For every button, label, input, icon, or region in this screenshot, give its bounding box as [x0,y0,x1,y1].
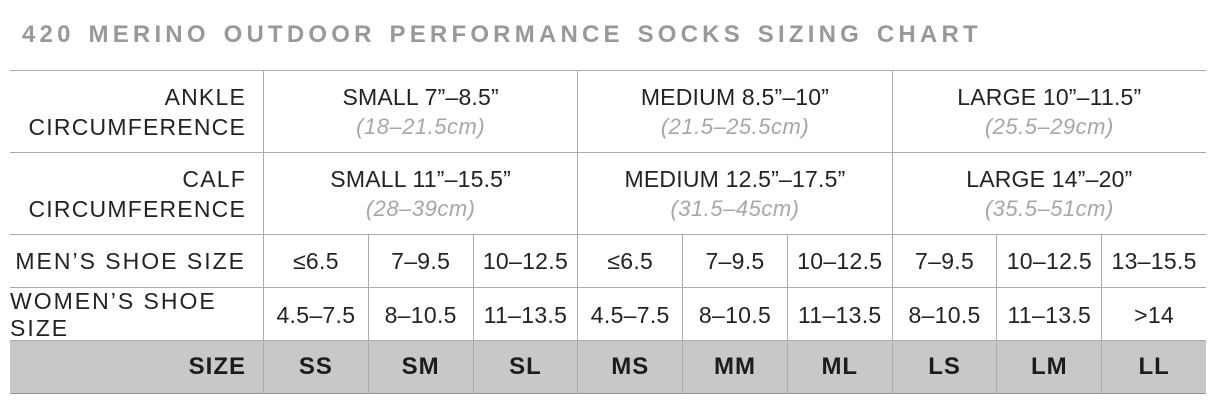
page-title: 420 MERINO OUTDOOR PERFORMANCE SOCKS SIZ… [22,21,982,48]
row-label-size: SIZE [10,341,263,393]
row-label-womens-shoe-size: WOMEN’S SHOE SIZE [10,288,263,342]
imperial-range-text: SMALL 7”–8.5” [342,83,499,110]
shoe-size-cell: 8–10.5 [682,288,787,342]
shoe-size-value: 11–13.5 [483,301,568,328]
row-label-text: ANKLE CIRCUMFERENCE [29,82,247,142]
size-code-cell: SL [472,341,578,393]
size-range-cell-small: SMALL 11”–15.5” (28–39cm) [263,153,577,234]
shoe-size-cell: 8–10.5 [367,288,473,342]
size-code-cell: SS [263,341,368,393]
shoe-size-cell: 4.5–7.5 [577,288,682,342]
imperial-range-text: LARGE 14”–20” [966,165,1133,192]
shoe-size-value: 10–12.5 [482,247,569,274]
shoe-size-value: 8–10.5 [384,301,457,328]
shoe-size-cell: 10–12.5 [786,235,892,287]
size-code-value: SL [509,353,542,380]
size-code-cell: LS [891,341,997,393]
shoe-size-cell: 8–10.5 [891,288,997,342]
row-label-line2: CIRCUMFERENCE [28,113,246,140]
metric-range-text: (21.5–25.5cm) [660,113,810,139]
shoe-size-cell: >14 [1101,288,1206,342]
row-label-calf-circumference: CALF CIRCUMFERENCE [10,153,263,234]
shoe-size-cell: ≤6.5 [263,235,368,287]
shoe-size-value: 13–15.5 [1111,247,1197,274]
table-row-size-codes: SIZE SS SM SL MS MM ML LS LM LL [10,340,1206,394]
table-row-mens-shoe-size: MEN’S SHOE SIZE ≤6.5 7–9.5 10–12.5 ≤6.5 … [10,234,1206,287]
shoe-size-value: 11–13.5 [797,301,882,328]
imperial-range-text: SMALL 11”–15.5” [330,165,512,192]
shoe-size-value: 8–10.5 [698,301,772,328]
shoe-size-value: 10–12.5 [1006,247,1092,274]
chart-header: 420 MERINO OUTDOOR PERFORMANCE SOCKS SIZ… [0,0,1215,70]
metric-range-text: (35.5–51cm) [984,195,1114,221]
shoe-size-value: >14 [1134,301,1175,328]
size-code-cell: LM [996,341,1101,393]
row-label-text: SIZE [188,353,246,380]
shoe-size-cell: 7–9.5 [682,235,787,287]
table-row-womens-shoe-size: WOMEN’S SHOE SIZE 4.5–7.5 8–10.5 11–13.5… [10,287,1206,342]
shoe-size-value: 4.5–7.5 [590,301,670,328]
metric-range-text: (18–21.5cm) [356,113,486,139]
shoe-size-value: ≤6.5 [607,247,654,274]
shoe-size-value: 11–13.5 [1007,301,1092,328]
shoe-size-cell: 7–9.5 [367,235,473,287]
table-row-calf-circumference: CALF CIRCUMFERENCE SMALL 11”–15.5” (28–3… [10,152,1206,234]
shoe-size-value: 7–9.5 [915,247,975,274]
row-label-line2: CIRCUMFERENCE [28,195,246,222]
size-code-cell: ML [786,341,892,393]
metric-range-text: (28–39cm) [365,195,476,221]
size-code-cell: MS [577,341,682,393]
size-code-value: ML [821,353,859,380]
size-range-cell-small: SMALL 7”–8.5” (18–21.5cm) [263,71,577,152]
metric-range-text: (31.5–45cm) [670,195,800,221]
shoe-size-cell: 11–13.5 [472,288,578,342]
size-range-cell-medium: MEDIUM 12.5”–17.5” (31.5–45cm) [577,153,891,234]
shoe-size-cell: 11–13.5 [996,288,1101,342]
row-label-mens-shoe-size: MEN’S SHOE SIZE [10,235,263,287]
shoe-size-value: 4.5–7.5 [276,301,356,328]
size-code-value: LL [1138,353,1170,380]
shoe-size-cell: 4.5–7.5 [263,288,368,342]
size-range-cell-medium: MEDIUM 8.5”–10” (21.5–25.5cm) [577,71,891,152]
imperial-range-text: LARGE 10”–11.5” [957,83,1142,110]
size-range-cell-large: LARGE 14”–20” (35.5–51cm) [891,153,1206,234]
sizing-chart-table: ANKLE CIRCUMFERENCE SMALL 7”–8.5” (18–21… [10,70,1206,394]
size-range-cell-large: LARGE 10”–11.5” (25.5–29cm) [891,71,1206,152]
size-code-cell: LL [1101,341,1206,393]
size-code-cell: MM [682,341,787,393]
row-label-ankle-circumference: ANKLE CIRCUMFERENCE [10,71,263,152]
size-code-value: MM [714,353,756,380]
shoe-size-value: 7–9.5 [391,247,451,274]
size-code-value: SS [298,353,333,380]
row-label-text: CALF CIRCUMFERENCE [29,164,247,224]
shoe-size-value: 10–12.5 [797,247,883,274]
row-label-text: WOMEN’S SHOE SIZE [10,288,217,341]
imperial-range-text: MEDIUM 12.5”–17.5” [624,165,846,192]
shoe-size-value: 8–10.5 [908,301,981,328]
table-row-ankle-circumference: ANKLE CIRCUMFERENCE SMALL 7”–8.5” (18–21… [10,70,1206,152]
size-code-value: MS [611,353,650,380]
shoe-size-cell: 10–12.5 [996,235,1101,287]
size-code-cell: SM [367,341,473,393]
row-label-line1: ANKLE [164,83,246,110]
shoe-size-value: ≤6.5 [292,247,339,274]
row-label-text: MEN’S SHOE SIZE [15,247,246,274]
shoe-size-cell: 10–12.5 [472,235,578,287]
shoe-size-cell: ≤6.5 [577,235,682,287]
imperial-range-text: MEDIUM 8.5”–10” [640,83,830,110]
shoe-size-value: 7–9.5 [705,247,765,274]
metric-range-text: (25.5–29cm) [984,113,1114,139]
shoe-size-cell: 11–13.5 [786,288,892,342]
row-label-line1: CALF [182,165,246,192]
shoe-size-cell: 7–9.5 [891,235,997,287]
size-code-value: SM [401,353,440,380]
shoe-size-cell: 13–15.5 [1101,235,1206,287]
size-code-value: LM [1031,353,1068,380]
size-code-value: LS [928,353,961,380]
